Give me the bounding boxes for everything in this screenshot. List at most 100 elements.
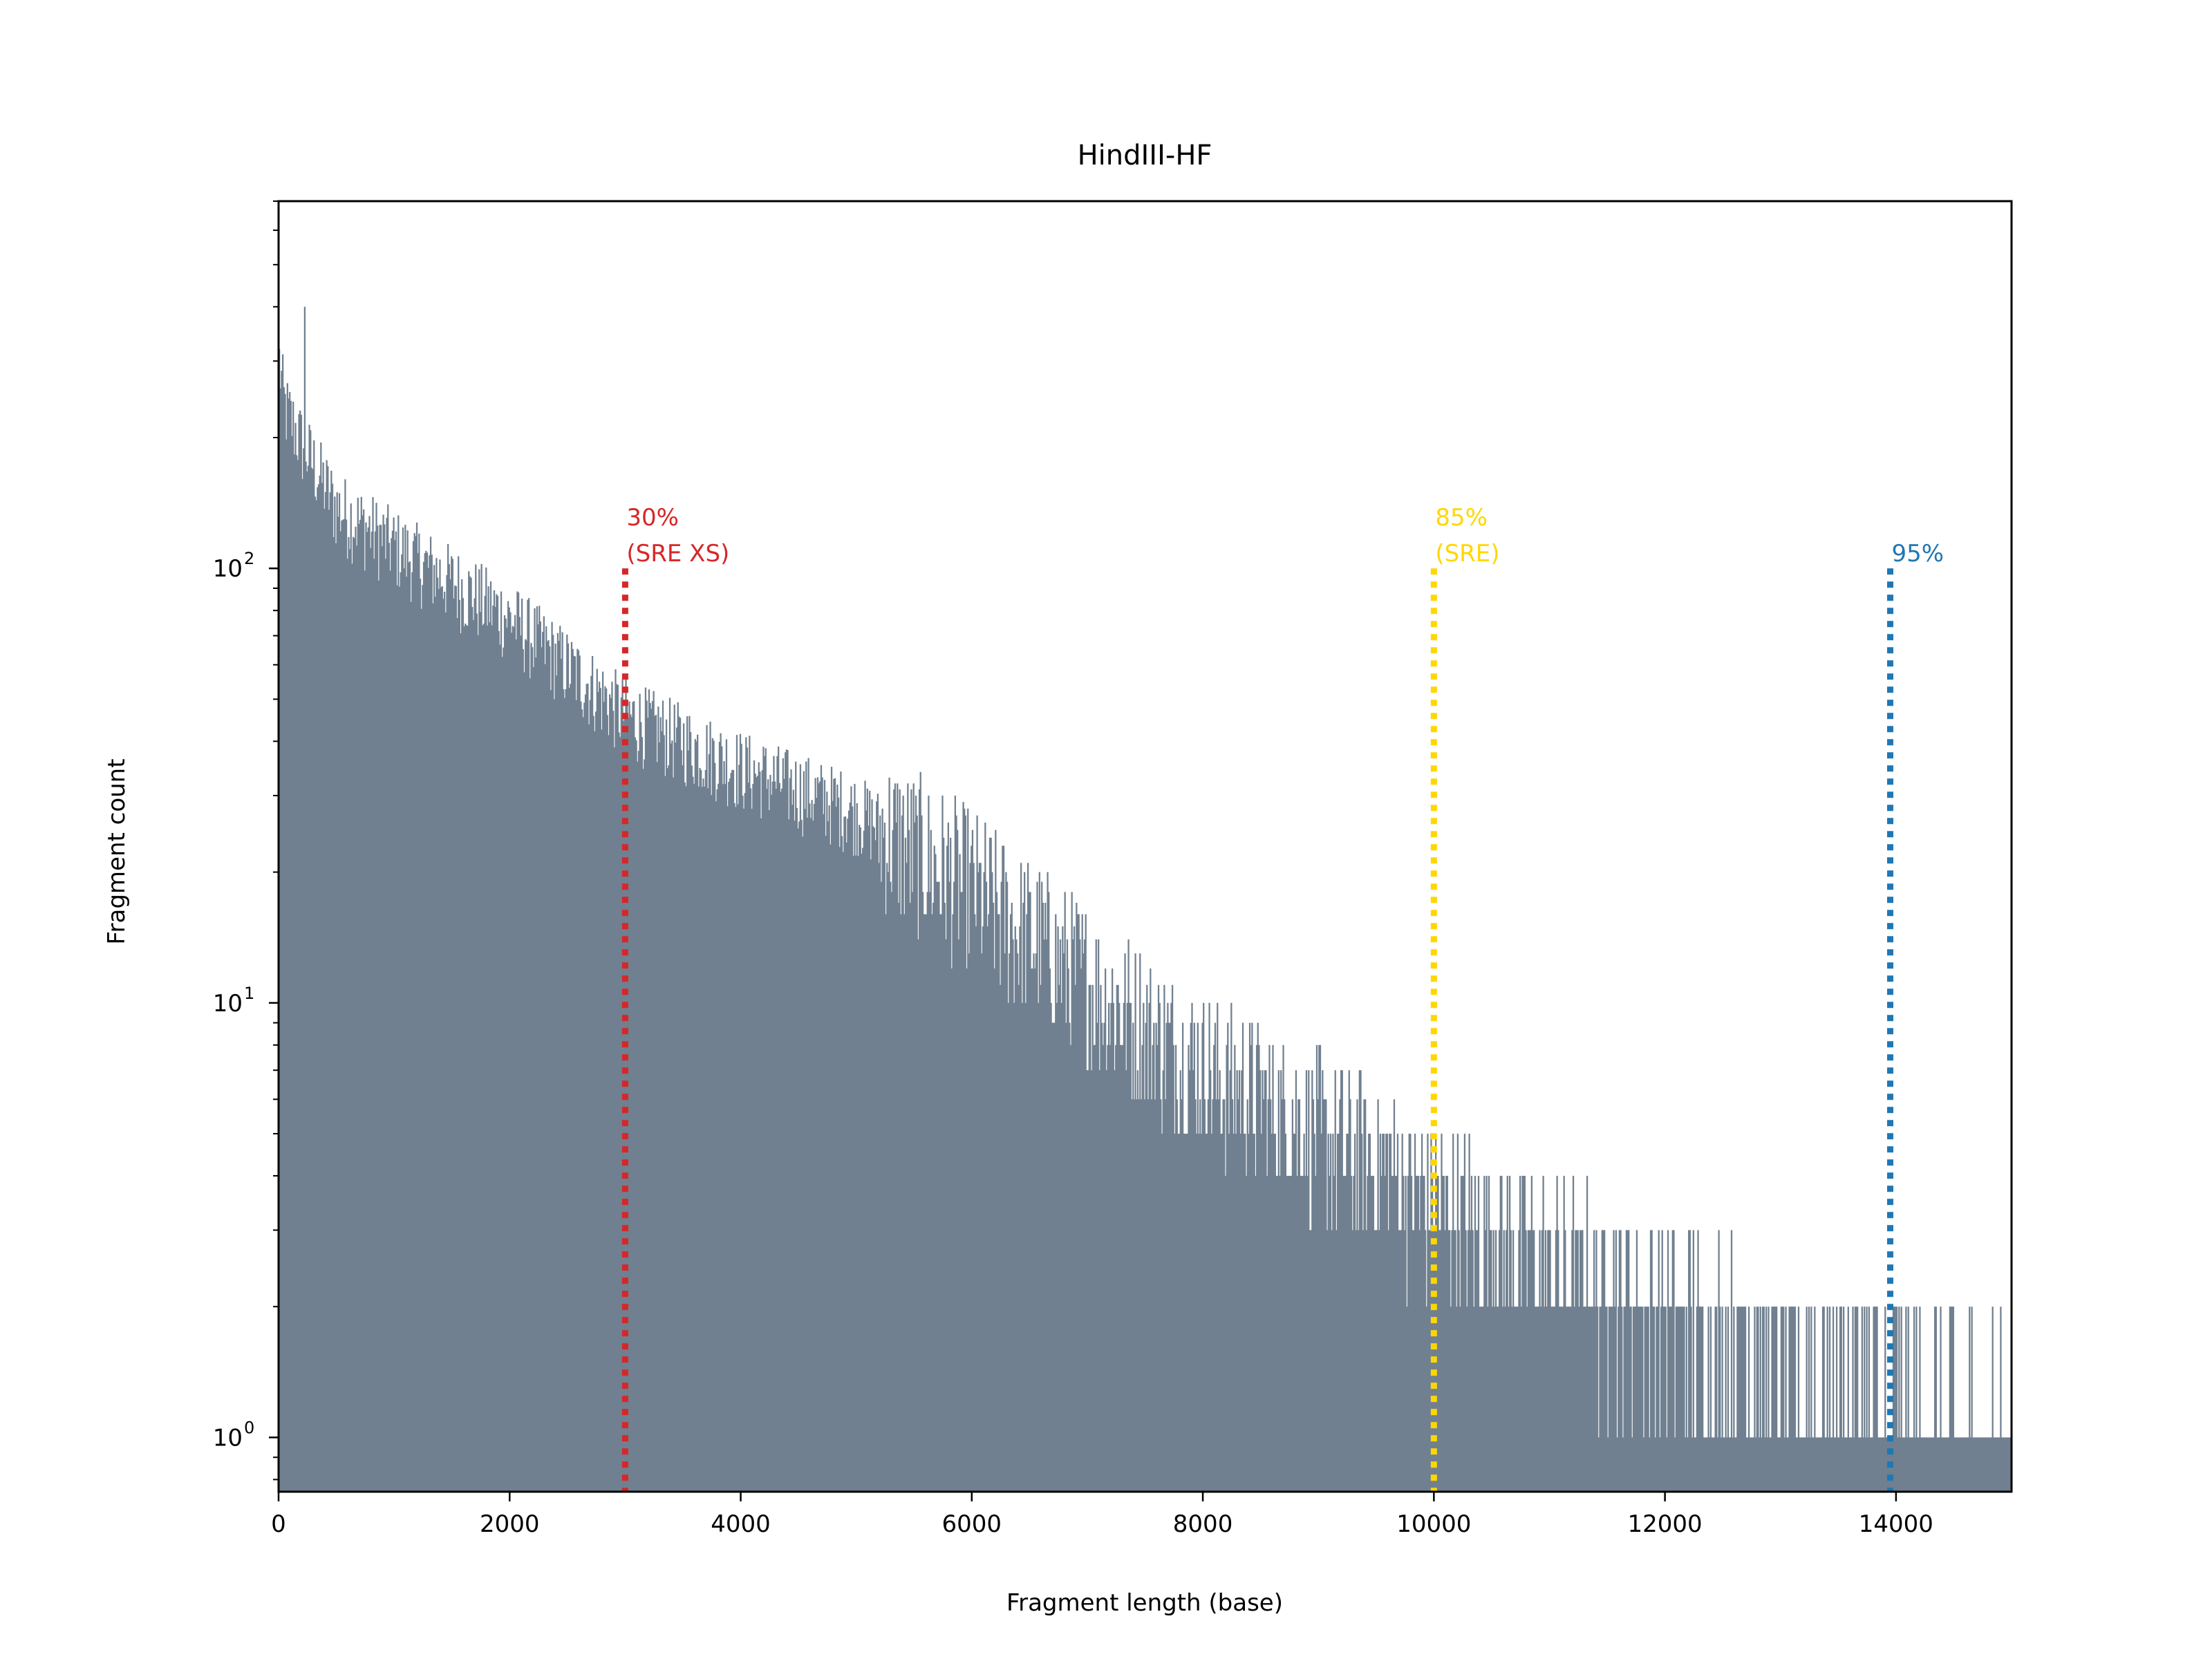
histogram-bar [986,926,988,1492]
histogram-bar [503,615,506,1492]
histogram-bar [298,414,300,1492]
histogram-bar [610,697,612,1492]
chart-title: HindIII-HF [1078,140,1212,171]
histogram-bar [1584,1306,1586,1492]
histogram-bar [1174,1044,1177,1492]
histogram-bar [1563,1176,1565,1492]
histogram-bar [1988,1437,1990,1492]
histogram-bar [1685,1437,1687,1492]
histogram-bar [1750,1437,1752,1492]
histogram-bar [451,556,453,1492]
histogram-bar [938,881,940,1492]
histogram-bar [903,914,906,1492]
histogram-bar [1214,1022,1217,1492]
histogram-bar [1424,1230,1427,1492]
histogram-bar [478,569,480,1492]
histogram-bar [468,571,470,1492]
histogram-bar [541,647,543,1492]
histogram-bar [679,718,682,1492]
histogram-bar [1326,1230,1329,1492]
histogram-bar [1681,1306,1683,1492]
histogram-bar [1267,1099,1269,1492]
histogram-bar [575,700,577,1492]
histogram-bar [1790,1306,1793,1492]
histogram-bar [1356,1099,1358,1492]
histogram-bar [1312,1099,1315,1492]
histogram-bar [1869,1437,1871,1492]
histogram-bar [1280,1070,1282,1492]
histogram-bar [279,388,281,1492]
histogram-bar [1338,1134,1340,1492]
histogram-bar [1582,1306,1585,1492]
histogram-bar [1031,968,1033,1492]
histogram-bar [1718,1230,1720,1492]
histogram-bar [975,926,977,1492]
histogram-bar [1315,1176,1317,1492]
histogram-bar [1181,1099,1183,1492]
histogram-bar [751,808,753,1492]
histogram-bar [403,568,405,1492]
histogram-bar [1687,1437,1689,1492]
histogram-bar [512,626,514,1492]
threshold-label: 95% [1892,540,1944,568]
histogram-bar [1629,1306,1631,1492]
histogram-bar [961,892,964,1492]
histogram-bar [644,687,647,1492]
histogram-bar [426,552,429,1492]
histogram-bar [954,795,956,1492]
histogram-bar [1702,1306,1704,1492]
histogram-bar [1483,1176,1485,1492]
histogram-bar [948,881,950,1492]
histogram-bar [484,595,486,1492]
histogram-bar [1976,1437,1979,1492]
histogram-bar [1387,1230,1389,1492]
histogram-bar [842,852,844,1492]
histogram-bar [529,678,531,1492]
histogram-bar [1640,1306,1642,1492]
histogram-bar [516,591,518,1492]
histogram-bar [1747,1306,1750,1492]
histogram-bar [291,435,293,1492]
histogram-bar [465,624,467,1492]
histogram-bar [442,599,444,1492]
histogram-bar [1611,1306,1613,1492]
histogram-bar [1570,1306,1572,1492]
histogram-bar [1405,1176,1407,1492]
histogram-bar [476,613,478,1492]
histogram-bar [820,765,823,1492]
histogram-bar [441,586,443,1492]
histogram-bar [758,762,760,1492]
histogram-bar [1096,1022,1098,1492]
histogram-bar [1201,1022,1203,1492]
histogram-bar [560,659,563,1492]
histogram-bar [532,647,534,1492]
histogram-bar [1759,1306,1761,1492]
histogram-bar [1058,984,1060,1492]
histogram-bar [1062,926,1064,1492]
histogram-bar [1179,1070,1181,1492]
histogram-bar [803,771,805,1492]
histogram-bar [1494,1230,1497,1492]
histogram-bar [594,731,596,1492]
histogram-bar [1091,984,1094,1492]
histogram-bar [587,683,589,1492]
histogram-bar [1909,1437,1911,1492]
histogram-bar [1231,1099,1234,1492]
histogram-bar [1237,1099,1239,1492]
histogram-bar [1208,1002,1210,1492]
histogram-bar [1883,1437,1885,1492]
histogram-bar [1094,1044,1096,1492]
histogram-bar [1492,1230,1494,1492]
histogram-bar [475,564,477,1492]
histogram-bar [1093,1044,1095,1492]
histogram-bar [1989,1437,1991,1492]
histogram-bar [871,799,873,1492]
histogram-bar [813,803,816,1492]
histogram-bar [910,789,912,1492]
histogram-bar [921,815,923,1492]
histogram-bar [1609,1306,1611,1492]
histogram-bar [1303,1134,1305,1492]
histogram-bar [1162,1070,1164,1492]
histogram-bar [1812,1437,1815,1492]
histogram-bar [1765,1306,1768,1492]
